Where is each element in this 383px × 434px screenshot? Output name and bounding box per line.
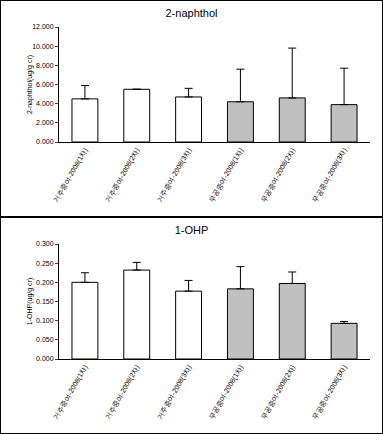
svg-text:1-OHP(ug/g cr): 1-OHP(ug/g cr) (26, 278, 34, 325)
svg-text:거주중여-2008(1차): 거주중여-2008(1차) (52, 364, 90, 421)
svg-text:6.000: 6.000 (36, 81, 54, 88)
svg-text:0.200: 0.200 (36, 279, 54, 286)
svg-text:무공중여-2008(2차): 무공중여-2008(2차) (259, 364, 297, 421)
svg-text:거주중여-2008(2차): 거주중여-2008(2차) (104, 147, 142, 204)
svg-text:거주중여-2008(3차): 거주중여-2008(3차) (156, 147, 194, 204)
svg-text:12.000: 12.000 (32, 23, 54, 30)
svg-text:무공중여-2008(1차): 무공중여-2008(1차) (208, 364, 246, 421)
svg-text:10.000: 10.000 (32, 43, 54, 50)
svg-text:2.000: 2.000 (36, 119, 54, 126)
svg-text:2-naphthol: 2-naphthol (166, 7, 218, 19)
svg-text:0.000: 0.000 (36, 355, 54, 362)
svg-text:0.250: 0.250 (36, 260, 54, 267)
svg-text:0.100: 0.100 (36, 317, 54, 324)
svg-text:0.300: 0.300 (36, 240, 54, 247)
svg-text:거주중여-2008(3차): 거주중여-2008(3차) (156, 364, 194, 421)
svg-text:2-naphthol(ug/g cr): 2-naphthol(ug/g cr) (26, 55, 34, 114)
svg-text:0.150: 0.150 (36, 298, 54, 305)
svg-text:4.000: 4.000 (36, 100, 54, 107)
svg-text:0.050: 0.050 (36, 336, 54, 343)
svg-text:1-OHP: 1-OHP (175, 224, 209, 236)
svg-text:0.000: 0.000 (36, 138, 54, 145)
svg-text:무공중여-2008(2차): 무공중여-2008(2차) (259, 147, 297, 204)
svg-text:8.000: 8.000 (36, 62, 54, 69)
svg-text:거주중여-2008(1차): 거주중여-2008(1차) (52, 147, 90, 204)
svg-text:무공중여-2008(3차): 무공중여-2008(3차) (311, 364, 349, 421)
svg-text:무공중여-2008(1차): 무공중여-2008(1차) (208, 147, 246, 204)
svg-text:거주중여-2008(2차): 거주중여-2008(2차) (104, 364, 142, 421)
svg-text:무공중여-2008(3차): 무공중여-2008(3차) (311, 147, 349, 204)
